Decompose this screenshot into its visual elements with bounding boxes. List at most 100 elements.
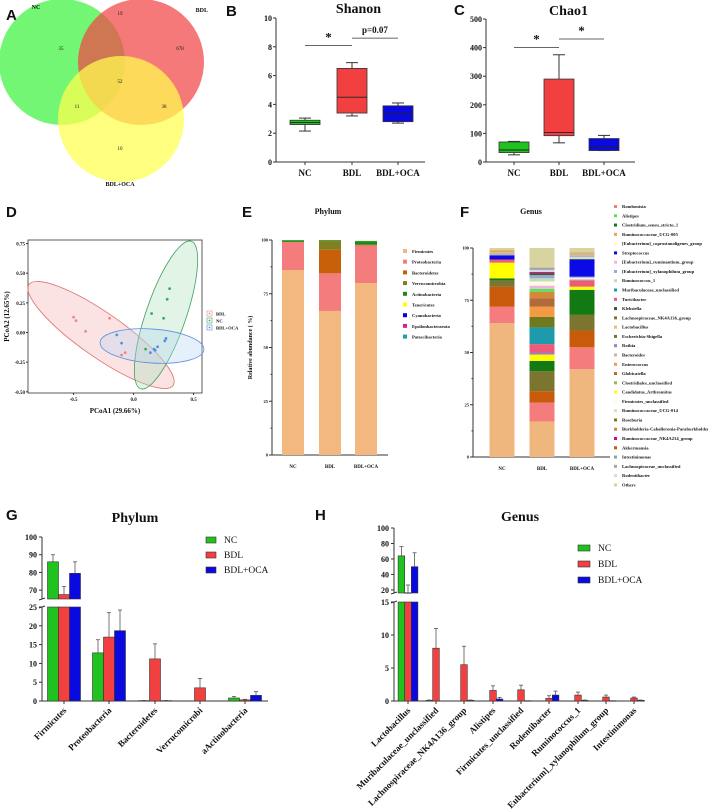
bar-group-Lactobacillus <box>397 546 419 704</box>
legend-swatch <box>577 560 591 568</box>
legend-swatch <box>403 249 407 253</box>
bar-segment <box>569 347 595 370</box>
x-tick-label: aActinobacteria <box>199 705 250 756</box>
legend-swatch <box>614 269 617 273</box>
legend-swatch <box>614 446 617 450</box>
y-tick-label: 0.50 <box>16 272 25 277</box>
bar <box>149 658 161 702</box>
bar-segment <box>569 255 595 257</box>
y-tick-label: 10 <box>264 14 272 23</box>
venn-region-count: 35 <box>59 47 65 52</box>
bar <box>630 697 638 702</box>
legend-label: Clostridiales_unclassified <box>622 380 672 385</box>
confidence-ellipse-bdl-oca <box>99 328 205 364</box>
legend-swatch <box>614 381 617 385</box>
bar <box>523 700 532 702</box>
legend-swatch <box>614 297 617 301</box>
bar-segment <box>355 245 377 283</box>
x-tick-label: Proteobacteria <box>66 705 114 753</box>
y-tick-label: 90 <box>29 551 37 560</box>
legend-swatch <box>614 334 617 338</box>
y-tick-label: 20 <box>381 586 389 595</box>
bar-segment <box>489 280 515 287</box>
bar <box>69 573 81 600</box>
y-tick-label: 75 <box>264 291 269 296</box>
bar-segment <box>529 391 555 403</box>
stacked-bar-BDL <box>529 248 555 457</box>
legend-label: Ruminococcaceae_UCG-005 <box>622 232 679 237</box>
legend-label: [Eubacterium]_coprostanoligenes_group <box>622 241 702 246</box>
bar-segment <box>529 316 555 328</box>
legend-label: Tenericutes <box>412 303 435 308</box>
bar-segment <box>569 280 595 287</box>
data-point <box>74 319 78 323</box>
y-tick-label: 8 <box>268 43 272 52</box>
legend-label: NC <box>224 536 237 546</box>
y-tick-label: 200 <box>470 101 482 110</box>
bar <box>239 699 251 702</box>
legend-label: Firmicutes <box>412 249 433 254</box>
y-tick-label: 75 <box>465 298 470 303</box>
venn-set-label: BDL <box>196 8 208 14</box>
x-tick-label: NC <box>289 465 297 470</box>
bar-segment <box>569 253 595 256</box>
chart-title: Genus <box>501 510 540 525</box>
legend-swatch <box>614 316 617 320</box>
legend-swatch <box>577 576 591 584</box>
bar <box>194 687 206 702</box>
x-tick-label: 0.5 <box>190 398 197 403</box>
legend-swatch <box>205 551 217 559</box>
bar-segment <box>569 314 595 331</box>
bar-segment <box>569 279 595 281</box>
bar-segment <box>282 270 304 455</box>
panel-label: E <box>242 204 252 221</box>
legend-label: BDL+OCA <box>224 566 269 576</box>
bar-segment <box>319 310 341 455</box>
y-tick-label: 0 <box>268 158 272 167</box>
bar-group-Firmicutes <box>47 554 81 704</box>
legend-swatch <box>614 390 617 394</box>
data-point <box>108 316 111 320</box>
legend-marker <box>208 319 211 322</box>
bar <box>103 636 115 702</box>
bar-segment <box>529 285 555 289</box>
venn-region-count: 11 <box>75 105 80 110</box>
legend-swatch <box>614 437 617 440</box>
box-NC <box>289 117 321 132</box>
venn-set-label: NC <box>32 5 41 11</box>
y-tick-label: 80 <box>381 539 389 548</box>
stacked-bar-NC <box>489 248 515 457</box>
data-point <box>164 337 168 340</box>
legend-marker <box>208 312 211 315</box>
legend-swatch <box>614 455 617 459</box>
legend-swatch <box>403 270 407 275</box>
bar-group-Lachnospiraceae_NK4A136_group <box>460 645 475 704</box>
bar <box>58 594 70 600</box>
boxplot-shanon <box>273 17 425 165</box>
chart-title: Chao1 <box>549 4 588 19</box>
legend-label: Cyanobacteria <box>412 313 442 318</box>
bar-group-Firmicutes_unclassified <box>517 684 532 704</box>
legend-label: Alistipes <box>622 213 639 218</box>
bar-segment <box>489 323 515 457</box>
y-tick-label: 0.75 <box>16 243 25 248</box>
legend-swatch <box>614 344 617 348</box>
legend-swatch <box>614 251 617 255</box>
legend-swatch <box>614 399 617 403</box>
bar-segment <box>489 252 515 255</box>
box-iqr <box>336 68 368 114</box>
y-tick-label: 0 <box>33 697 37 706</box>
x-tick-label: BDL+OCA <box>354 465 379 470</box>
legend-label: Proteobacteria <box>412 260 442 265</box>
bar <box>425 700 434 702</box>
bar-segment <box>319 241 341 250</box>
data-point <box>165 297 169 301</box>
stacked-bar-genus <box>470 205 617 487</box>
bar <box>404 601 412 702</box>
data-point <box>115 333 119 337</box>
legend-swatch <box>614 205 617 208</box>
stacked-bar-NC <box>282 240 304 455</box>
y-tick-label: 6 <box>268 72 272 81</box>
bar-segment <box>569 286 595 290</box>
